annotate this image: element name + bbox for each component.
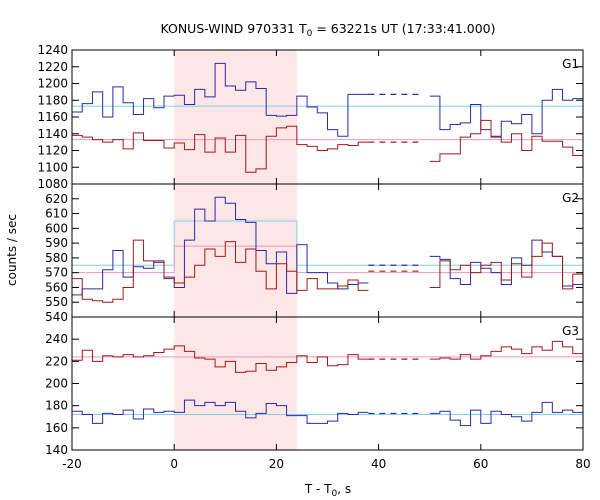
y-axis-title: counts / sec (5, 214, 19, 286)
g3-ytick-label: 220 (45, 354, 68, 368)
g1-ytick-label: 1180 (37, 93, 68, 107)
g1-ytick-label: 1100 (37, 160, 68, 174)
g2-ytick-label: 580 (45, 251, 68, 265)
g2-ytick-label: 570 (45, 266, 68, 280)
x-tick-label: 20 (269, 457, 284, 471)
x-tick-label: 40 (371, 457, 386, 471)
g3-ytick-label: 240 (45, 332, 68, 346)
g2-panel-label: G2 (562, 191, 579, 205)
g2-fit-line-1 (72, 220, 583, 266)
g3-panel-frame (71, 316, 584, 451)
g1-ytick-label: 1200 (37, 77, 68, 91)
g2-ytick-label: 610 (45, 207, 68, 221)
g2-ytick-label: 550 (45, 295, 68, 309)
g3-ytick-label: 160 (45, 421, 68, 435)
g2-panel-frame (71, 183, 584, 318)
g1-ytick-label: 1240 (37, 43, 68, 57)
x-tick-label: 0 (170, 457, 178, 471)
x-tick-label: -20 (62, 457, 82, 471)
g1-panel-label: G1 (562, 57, 579, 71)
x-tick-label: 80 (575, 457, 590, 471)
g1-ytick-label: 1120 (37, 144, 68, 158)
g1-ytick-label: 1160 (37, 110, 68, 124)
g1-ytick-label: 1080 (37, 177, 68, 191)
x-tick-label: 60 (473, 457, 488, 471)
g2-ytick-label: 540 (45, 310, 68, 324)
g2-ytick-label: 560 (45, 280, 68, 294)
g3-series-1 (72, 399, 583, 427)
g3-series-2 (72, 340, 583, 373)
g3-panel-label: G3 (562, 324, 579, 338)
g3-ytick-label: 180 (45, 399, 68, 413)
g1-ytick-label: 1140 (37, 127, 68, 141)
g2-ytick-label: 620 (45, 192, 68, 206)
g1-series-2 (72, 119, 583, 173)
x-axis-title: T - T0, s (304, 482, 351, 499)
g1-ytick-label: 1220 (37, 60, 68, 74)
chart-title: KONUS-WIND 970331 T0 = 63221s UT (17:33:… (160, 21, 495, 39)
g2-series-2 (72, 239, 583, 303)
g3-ytick-label: 140 (45, 443, 68, 457)
g3-ytick-label: 200 (45, 377, 68, 391)
g2-ytick-label: 590 (45, 236, 68, 250)
g2-ytick-label: 600 (45, 221, 68, 235)
g1-series-1 (72, 62, 583, 137)
